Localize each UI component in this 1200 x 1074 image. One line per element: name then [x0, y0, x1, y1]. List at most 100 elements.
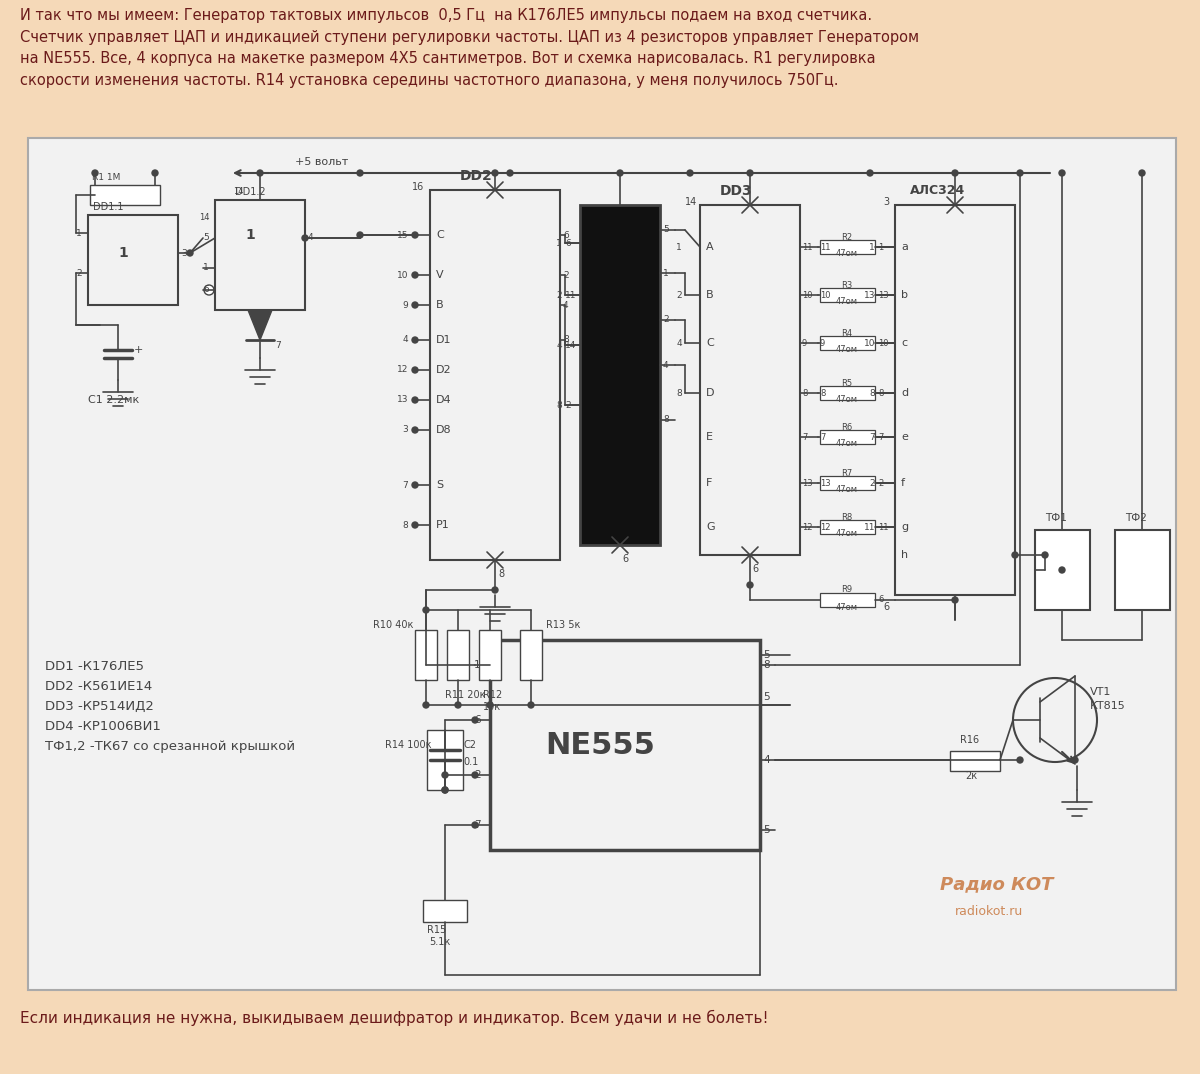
- Bar: [820, 386, 875, 400]
- Text: 1: 1: [677, 243, 682, 251]
- Text: 13: 13: [878, 290, 889, 300]
- Text: 10: 10: [878, 338, 888, 348]
- Text: R5: R5: [841, 378, 852, 388]
- Bar: [1034, 529, 1090, 610]
- Text: 4: 4: [402, 335, 408, 345]
- Text: 8: 8: [802, 389, 808, 397]
- Text: VT1: VT1: [1090, 687, 1111, 697]
- Text: R7: R7: [841, 468, 853, 478]
- Text: 8: 8: [498, 569, 504, 579]
- Bar: [820, 476, 875, 490]
- Text: 6: 6: [878, 595, 883, 605]
- Text: 1: 1: [662, 268, 668, 277]
- Text: 6: 6: [565, 238, 571, 247]
- Text: 7: 7: [878, 433, 883, 441]
- Text: 2: 2: [563, 271, 569, 279]
- Text: 15: 15: [396, 231, 408, 240]
- Text: 13: 13: [864, 290, 875, 300]
- Text: 2: 2: [662, 316, 668, 324]
- Circle shape: [412, 272, 418, 278]
- Text: 11: 11: [878, 522, 888, 532]
- Text: 13: 13: [396, 395, 408, 405]
- Circle shape: [1018, 757, 1022, 763]
- Text: 12: 12: [397, 365, 408, 375]
- Text: 8: 8: [820, 389, 826, 397]
- Text: 5: 5: [203, 233, 209, 243]
- Text: R12: R12: [482, 690, 503, 700]
- Text: 2: 2: [557, 290, 562, 300]
- Text: 2к: 2к: [965, 771, 977, 781]
- Bar: [490, 640, 760, 850]
- Circle shape: [1018, 170, 1022, 176]
- Circle shape: [152, 170, 158, 176]
- Text: NE555: NE555: [545, 730, 655, 759]
- Text: D1: D1: [436, 335, 451, 345]
- Bar: [895, 205, 1015, 595]
- Text: R16: R16: [960, 735, 979, 745]
- Text: C: C: [436, 230, 444, 240]
- Text: D8: D8: [436, 425, 451, 435]
- Circle shape: [257, 170, 263, 176]
- Text: B: B: [436, 300, 444, 310]
- Circle shape: [358, 170, 364, 176]
- Text: КТ815: КТ815: [1090, 701, 1126, 711]
- Bar: [820, 240, 875, 253]
- Text: DD3: DD3: [720, 184, 752, 198]
- Text: 1: 1: [118, 246, 127, 260]
- Text: 6: 6: [752, 564, 758, 574]
- Text: 2: 2: [677, 290, 682, 300]
- Circle shape: [508, 170, 514, 176]
- Text: 47ом: 47ом: [836, 603, 858, 611]
- Circle shape: [746, 582, 754, 587]
- Bar: [820, 336, 875, 350]
- Text: DD1.1: DD1.1: [94, 202, 124, 212]
- Text: +5 вольт: +5 вольт: [295, 157, 348, 166]
- Text: 6: 6: [203, 286, 209, 294]
- Circle shape: [442, 787, 448, 793]
- Text: 6: 6: [563, 231, 569, 240]
- Text: 10: 10: [820, 290, 830, 300]
- Text: 7: 7: [802, 433, 808, 441]
- Text: 47ом: 47ом: [836, 249, 858, 259]
- Text: 11: 11: [820, 243, 830, 251]
- Circle shape: [204, 285, 214, 295]
- Circle shape: [487, 702, 493, 708]
- Text: 4: 4: [563, 301, 569, 309]
- Text: 2: 2: [474, 770, 481, 780]
- Circle shape: [1139, 170, 1145, 176]
- Text: c: c: [901, 338, 907, 348]
- Text: +: +: [134, 345, 143, 355]
- Circle shape: [472, 772, 478, 778]
- Circle shape: [412, 397, 418, 403]
- Text: 16: 16: [412, 182, 425, 192]
- Circle shape: [952, 170, 958, 176]
- Text: R2: R2: [841, 232, 852, 242]
- Text: 10: 10: [802, 290, 812, 300]
- Circle shape: [424, 702, 430, 708]
- Text: R9: R9: [841, 585, 852, 595]
- Text: 13: 13: [802, 479, 812, 488]
- Text: D: D: [706, 388, 714, 398]
- Bar: [700, 205, 800, 555]
- Circle shape: [492, 170, 498, 176]
- Text: 8: 8: [763, 661, 769, 670]
- Text: F: F: [706, 478, 713, 488]
- Text: f: f: [901, 478, 905, 488]
- Bar: [28, 137, 1176, 990]
- Circle shape: [686, 170, 694, 176]
- Text: 4: 4: [662, 361, 668, 369]
- Text: Радио КОТ: Радио КОТ: [940, 875, 1054, 892]
- Bar: [820, 593, 875, 607]
- Text: 9: 9: [802, 338, 808, 348]
- Circle shape: [1042, 552, 1048, 558]
- Text: 7: 7: [275, 340, 281, 349]
- Bar: [415, 630, 437, 680]
- Text: 47ом: 47ом: [836, 485, 858, 494]
- Text: 8: 8: [869, 389, 875, 397]
- Text: 3: 3: [402, 425, 408, 435]
- Text: 9: 9: [820, 338, 826, 348]
- Text: 13: 13: [820, 479, 830, 488]
- Text: ТФ1: ТФ1: [1045, 513, 1067, 523]
- Text: 1: 1: [76, 229, 82, 237]
- Text: C2: C2: [463, 740, 476, 750]
